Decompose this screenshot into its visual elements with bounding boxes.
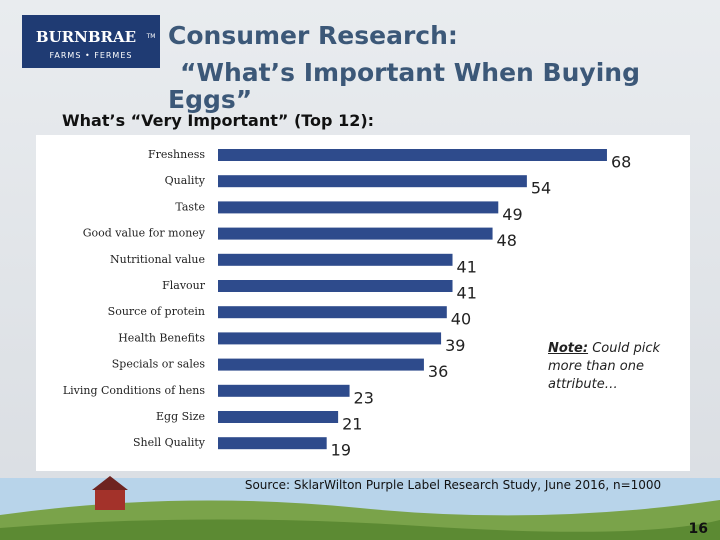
category-label: Flavour (162, 279, 206, 292)
bar (218, 306, 447, 319)
value-label: 54 (531, 179, 551, 198)
category-label: Living Conditions of hens (63, 384, 206, 397)
category-label: Taste (175, 200, 205, 213)
page-number: 16 (689, 521, 708, 537)
value-label: 41 (457, 284, 477, 303)
bar (218, 411, 339, 423)
bar (218, 175, 527, 188)
value-label: 23 (354, 388, 374, 407)
logo-box (22, 15, 160, 68)
title-line: “What’s Important When Buying (180, 58, 640, 87)
bar (218, 253, 453, 266)
note: Note: Could pick more than one attribute… (548, 340, 688, 394)
bar (218, 149, 607, 161)
source: Source: SklarWilton Purple Label Researc… (245, 478, 661, 492)
category-label: Nutritional value (110, 253, 205, 266)
bar (218, 384, 350, 397)
category-label: Shell Quality (133, 436, 206, 449)
subtitle: What’s “Very Important” (Top 12): (62, 111, 374, 130)
value-label: 21 (342, 415, 362, 434)
logo-tagline: FARMS • FERMES (50, 51, 133, 60)
value-label: 41 (457, 257, 477, 276)
value-label: 36 (428, 362, 448, 381)
note-text: Could pick more than one attribute… (548, 341, 660, 392)
title-line: Eggs” (168, 85, 252, 114)
category-label: Egg Size (156, 410, 205, 423)
logo-mark: TM (146, 33, 156, 40)
barn (95, 488, 125, 510)
note-label: Note: (548, 341, 589, 356)
value-label: 40 (451, 310, 471, 329)
category-label: Source of protein (108, 305, 205, 318)
bar (218, 437, 327, 450)
bar (218, 332, 442, 345)
category-label: Quality (165, 174, 206, 187)
category-label: Health Benefits (118, 331, 205, 344)
chart-panel (36, 135, 690, 471)
value-label: 48 (497, 231, 517, 250)
field (0, 519, 720, 540)
value-label: 39 (445, 336, 465, 355)
bar (218, 280, 453, 292)
title-line: Consumer Research: (168, 21, 458, 50)
value-label: 68 (611, 153, 631, 172)
category-label: Good value for money (83, 227, 206, 240)
bar (218, 201, 499, 214)
category-label: Freshness (148, 148, 205, 161)
bar (218, 358, 424, 371)
bar (218, 227, 493, 240)
value-label: 49 (502, 205, 522, 224)
category-label: Specials or sales (112, 358, 206, 371)
logo-name: BURNBRAE (36, 28, 136, 46)
value-label: 19 (331, 441, 351, 460)
barn-roof (92, 476, 128, 490)
